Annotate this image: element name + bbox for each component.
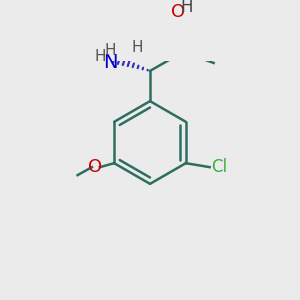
- Text: H: H: [104, 43, 116, 58]
- Text: H: H: [180, 0, 193, 16]
- Text: H: H: [131, 40, 143, 55]
- Text: Cl: Cl: [211, 158, 227, 176]
- Text: N: N: [103, 53, 118, 73]
- Text: H: H: [95, 49, 106, 64]
- Polygon shape: [176, 21, 184, 52]
- Text: O: O: [88, 158, 102, 176]
- Text: O: O: [171, 3, 185, 21]
